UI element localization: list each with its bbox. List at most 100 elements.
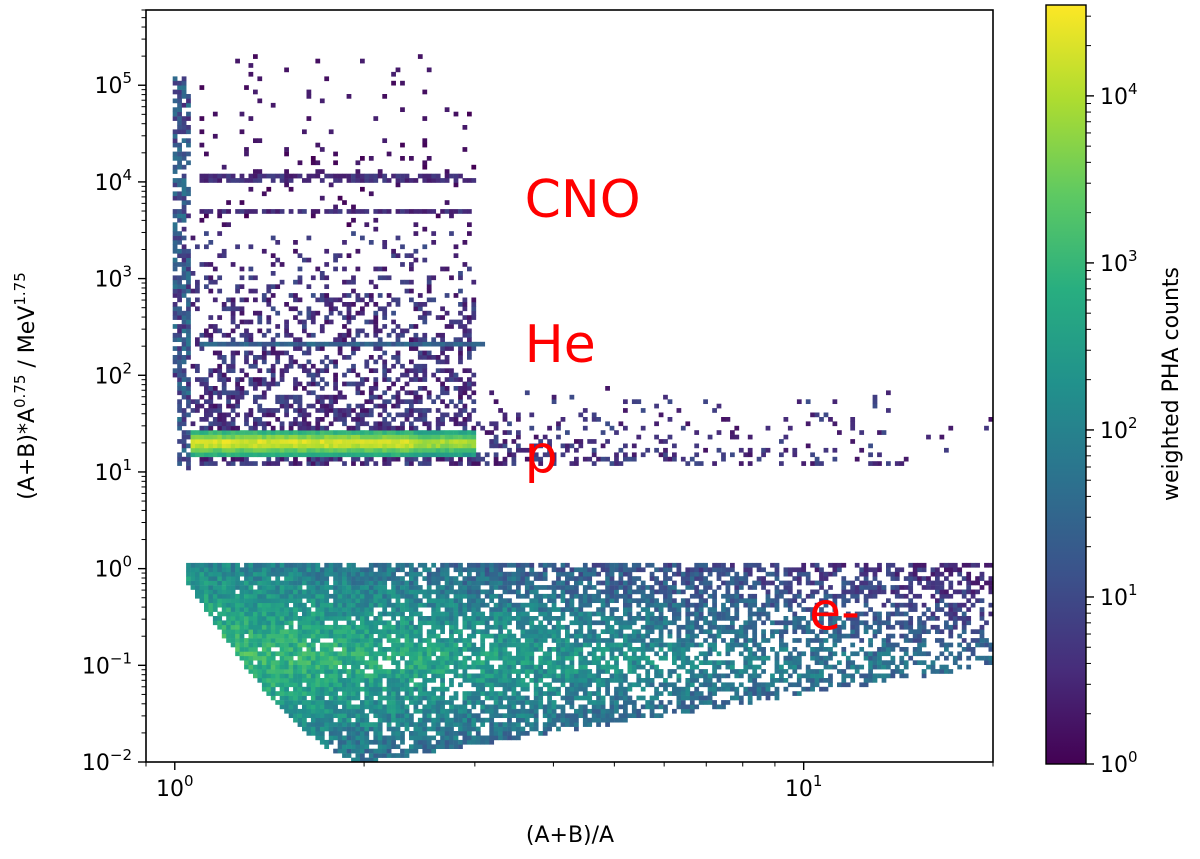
heatmap-cell	[462, 447, 468, 453]
heatmap-cell	[453, 651, 459, 657]
heatmap-cell	[551, 562, 557, 568]
heatmap-cell	[498, 629, 503, 635]
heatmap-cell	[596, 664, 601, 670]
heatmap-cell	[587, 722, 593, 727]
heatmap-cell	[582, 417, 588, 422]
heatmap-cell	[333, 456, 338, 462]
heatmap-cell	[422, 620, 428, 626]
heatmap-cell	[279, 664, 285, 670]
heatmap-cell	[533, 585, 539, 590]
heatmap-cell	[315, 434, 321, 440]
heatmap-cell	[422, 439, 428, 444]
heatmap-cell	[342, 394, 347, 400]
heatmap-cell	[565, 624, 570, 630]
heatmap-cell	[355, 602, 361, 608]
heatmap-cell	[400, 655, 405, 661]
heatmap-cell	[328, 607, 334, 612]
heatmap-cell	[319, 695, 325, 701]
heatmap-cell	[444, 209, 450, 214]
heatmap-cell	[306, 576, 312, 581]
heatmap-cell	[462, 691, 468, 696]
heatmap-cell	[444, 434, 450, 440]
heatmap-cell	[591, 713, 597, 719]
heatmap-cell	[467, 731, 472, 736]
heatmap-cell	[373, 217, 379, 223]
heatmap-cell	[382, 456, 388, 462]
heatmap-cell	[489, 589, 495, 595]
heatmap-cell	[368, 355, 374, 360]
heatmap-cell	[511, 686, 517, 692]
heatmap-cell	[319, 456, 325, 462]
heatmap-cell	[373, 315, 379, 320]
heatmap-cell	[453, 607, 459, 612]
heatmap-cell	[435, 642, 441, 648]
heatmap-cell	[440, 744, 445, 750]
heatmap-cell	[221, 248, 227, 254]
heatmap-cell	[587, 695, 593, 701]
heatmap-cell	[529, 726, 535, 732]
heatmap-cell	[221, 306, 227, 312]
heatmap-cell	[284, 708, 289, 714]
heatmap-cell	[578, 598, 584, 604]
heatmap-cell	[199, 381, 205, 387]
heatmap-cell	[181, 248, 187, 254]
heatmap-cell	[395, 660, 401, 666]
heatmap-cell	[324, 589, 330, 595]
heatmap-cell	[195, 399, 200, 405]
heatmap-cell	[467, 452, 472, 458]
heatmap-cell	[244, 620, 249, 626]
heatmap-cell	[270, 209, 276, 214]
heatmap-cell	[221, 633, 227, 639]
heatmap-cell	[386, 717, 392, 723]
heatmap-cell	[382, 359, 388, 365]
heatmap-cell	[533, 722, 539, 727]
heatmap-cell	[426, 390, 432, 396]
heatmap-cell	[471, 390, 477, 396]
heatmap-cell	[315, 368, 321, 374]
heatmap-cell	[239, 447, 245, 453]
heatmap-cell	[605, 717, 610, 723]
heatmap-cell	[181, 125, 187, 130]
heatmap-cell	[346, 403, 352, 409]
heatmap-cell	[279, 372, 285, 378]
heatmap-cell	[382, 673, 388, 679]
heatmap-cell	[471, 589, 477, 595]
heatmap-cell	[261, 598, 267, 604]
heatmap-cell	[551, 717, 557, 723]
heatmap-cell	[217, 328, 223, 334]
heatmap-cell	[400, 372, 405, 378]
heatmap-cell	[235, 443, 240, 449]
heatmap-cell	[426, 638, 432, 643]
heatmap-cell	[315, 456, 321, 462]
heatmap-cell	[315, 717, 321, 723]
heatmap-cell	[382, 417, 388, 422]
heatmap-cell	[489, 704, 495, 710]
heatmap-cell	[529, 660, 535, 666]
heatmap-cell	[351, 562, 356, 568]
heatmap-cell	[360, 753, 365, 758]
heatmap-cell	[181, 178, 187, 183]
heatmap-cell	[368, 173, 374, 179]
heatmap-cell	[319, 620, 325, 626]
heatmap-cell	[591, 571, 597, 577]
heatmap-cell	[230, 598, 236, 604]
heatmap-cell	[199, 209, 205, 214]
heatmap-cell	[248, 598, 254, 604]
heatmap-cell	[204, 213, 209, 219]
heatmap-cell	[204, 390, 209, 396]
heatmap-cell	[364, 447, 370, 453]
heatmap-cell	[310, 598, 316, 604]
heatmap-cell	[315, 408, 321, 413]
heatmap-cell	[404, 368, 410, 374]
heatmap-cell	[453, 417, 459, 422]
heatmap-cell	[533, 593, 539, 599]
heatmap-cell	[315, 562, 321, 568]
heatmap-cell	[275, 576, 281, 581]
heatmap-cell	[261, 341, 267, 347]
heatmap-cell	[284, 567, 289, 573]
heatmap-cell	[453, 602, 459, 608]
heatmap-cell	[391, 576, 396, 581]
heatmap-cell	[360, 717, 365, 723]
heatmap-cell	[516, 669, 521, 674]
heatmap-cell	[275, 408, 281, 413]
